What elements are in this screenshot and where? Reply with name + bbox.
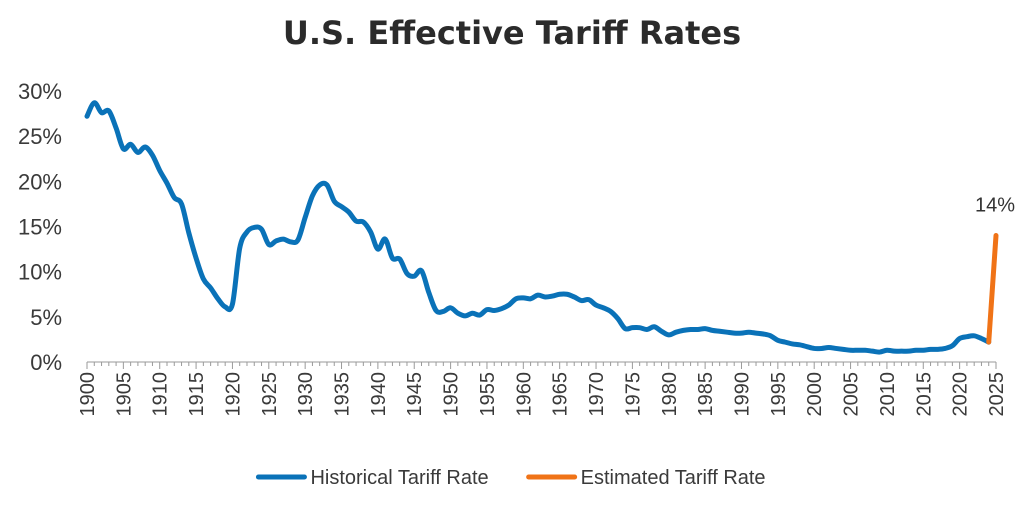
legend-label: Estimated Tariff Rate [581,467,766,489]
annotation-label: 14% [975,195,1015,217]
y-tick-label: 25% [18,124,62,149]
x-axis-ticks: 1900 1905 1910 1915 1920 1925 1930 1935 1940 1945… [77,372,1008,417]
x-tick-label: 1980 [659,372,681,417]
y-tick-label: 5% [30,305,62,330]
legend: Historical Tariff Rate Estimated Tariff R… [255,467,766,489]
legend-label: Historical Tariff Rate [310,467,488,489]
x-tick-label: 1925 [259,372,281,417]
y-tick-label: 20% [18,169,62,194]
x-tick-label: 2010 [877,372,899,417]
x-tick-label: 1965 [550,372,572,417]
x-tick-label: 1905 [113,372,135,417]
x-tick-label: 1920 [222,372,244,417]
x-tick-label: 1900 [77,372,99,417]
x-tick-label: 1950 [441,372,463,417]
series-line-historical [84,100,992,355]
x-tick-label: 1935 [332,372,354,417]
x-tick-label: 2005 [841,372,863,417]
y-axis-ticks: 0% 5% 10% 15% 20% 25% 30% [18,79,62,375]
series-group [84,100,999,355]
series-line-estimated [986,233,999,345]
x-tick-label: 1960 [513,372,535,417]
annotations: 14% [975,195,1015,217]
x-tick-label: 1940 [368,372,390,417]
y-tick-label: 30% [18,79,62,104]
x-tick-label: 1995 [768,372,790,417]
x-tick-label: 2000 [804,372,826,417]
x-tick-label: 1945 [404,372,426,417]
x-tick-label: 1985 [695,372,717,417]
x-tick-label: 2015 [913,372,935,417]
x-tick-label: 1975 [622,372,644,417]
x-tick-label: 1915 [186,372,208,417]
x-tick-label: 1970 [586,372,608,417]
y-tick-label: 15% [18,215,62,240]
chart-title: U.S. Effective Tariff Rates [282,14,742,52]
x-tick-label: 2025 [986,372,1008,417]
x-tick-label: 1955 [477,372,499,417]
x-tick-label: 1990 [731,372,753,417]
y-tick-label: 0% [30,350,62,375]
x-tick-label: 1930 [295,372,317,417]
x-tick-label: 2020 [950,372,972,417]
x-axis-tick-marks [86,362,997,369]
x-tick-label: 1910 [150,372,172,417]
y-tick-label: 10% [18,260,62,285]
